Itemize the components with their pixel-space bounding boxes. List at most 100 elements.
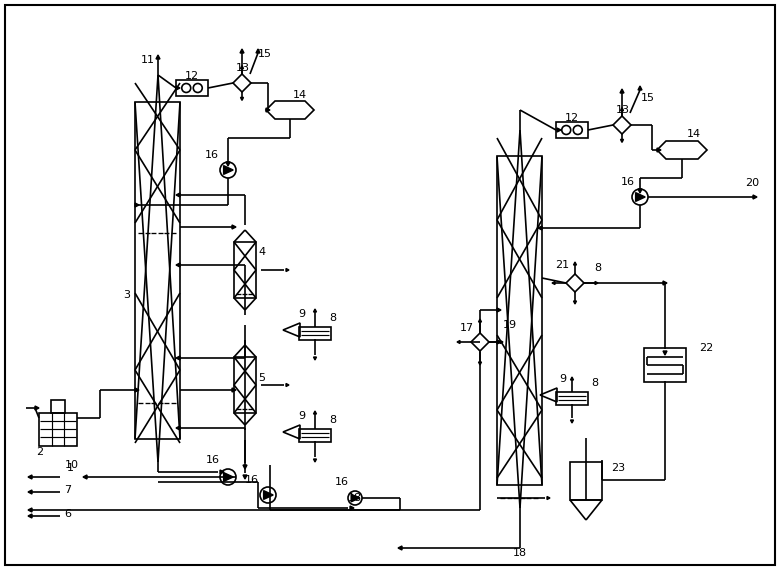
- Polygon shape: [176, 86, 180, 90]
- Bar: [234, 242, 256, 298]
- Polygon shape: [176, 263, 180, 267]
- Bar: [644, 348, 686, 382]
- Text: 13: 13: [616, 105, 630, 115]
- Polygon shape: [176, 356, 180, 360]
- Polygon shape: [224, 473, 233, 482]
- Polygon shape: [497, 308, 501, 312]
- Polygon shape: [28, 490, 32, 494]
- Polygon shape: [351, 494, 360, 502]
- Bar: [299, 429, 331, 442]
- Text: 5: 5: [258, 373, 265, 383]
- Polygon shape: [552, 282, 555, 284]
- Polygon shape: [220, 470, 224, 474]
- Polygon shape: [156, 55, 160, 59]
- Polygon shape: [264, 491, 273, 499]
- Polygon shape: [28, 475, 32, 479]
- Polygon shape: [240, 66, 243, 68]
- Text: 11: 11: [141, 55, 155, 65]
- Polygon shape: [398, 546, 402, 550]
- Bar: [39, 413, 77, 446]
- Polygon shape: [28, 514, 32, 518]
- Polygon shape: [314, 357, 317, 360]
- Text: 12: 12: [185, 71, 199, 81]
- Bar: [234, 357, 256, 413]
- Polygon shape: [135, 203, 139, 207]
- Polygon shape: [256, 49, 260, 53]
- Polygon shape: [636, 193, 645, 201]
- Text: 12: 12: [565, 113, 579, 123]
- Polygon shape: [638, 189, 642, 193]
- Polygon shape: [621, 140, 623, 142]
- Text: 8: 8: [594, 263, 601, 273]
- Polygon shape: [570, 377, 573, 380]
- Polygon shape: [573, 301, 576, 304]
- Polygon shape: [557, 128, 561, 132]
- Polygon shape: [176, 426, 180, 430]
- Polygon shape: [314, 459, 317, 462]
- Bar: [570, 462, 602, 500]
- Polygon shape: [35, 406, 39, 410]
- Polygon shape: [240, 49, 244, 53]
- Text: 21: 21: [555, 260, 569, 270]
- Polygon shape: [595, 282, 598, 284]
- Polygon shape: [457, 340, 460, 344]
- Text: 10: 10: [65, 460, 79, 470]
- Polygon shape: [478, 319, 481, 322]
- Text: 1: 1: [66, 463, 73, 473]
- Polygon shape: [286, 384, 289, 386]
- Text: 9: 9: [299, 309, 306, 319]
- Text: 19: 19: [503, 320, 517, 330]
- Polygon shape: [478, 362, 481, 365]
- Text: 23: 23: [611, 463, 625, 473]
- Bar: [176, 80, 208, 96]
- Text: 8: 8: [329, 313, 336, 323]
- Bar: [556, 392, 588, 405]
- Polygon shape: [753, 195, 757, 199]
- Bar: [51, 400, 65, 413]
- Text: 22: 22: [699, 343, 713, 353]
- Polygon shape: [538, 226, 542, 230]
- Text: 16: 16: [335, 477, 349, 487]
- Polygon shape: [266, 108, 270, 112]
- Text: 14: 14: [293, 90, 307, 100]
- Text: 9: 9: [299, 411, 306, 421]
- Text: 13: 13: [236, 63, 250, 73]
- Polygon shape: [243, 475, 247, 479]
- Polygon shape: [621, 108, 623, 111]
- Text: 20: 20: [745, 178, 759, 188]
- Text: 8: 8: [329, 415, 336, 425]
- Polygon shape: [135, 388, 139, 392]
- Polygon shape: [286, 268, 289, 271]
- Polygon shape: [83, 475, 87, 479]
- Polygon shape: [500, 340, 503, 344]
- Polygon shape: [657, 148, 661, 152]
- Text: 7: 7: [65, 485, 72, 495]
- Bar: [299, 327, 331, 340]
- Text: 15: 15: [641, 93, 655, 103]
- Polygon shape: [573, 262, 576, 265]
- Polygon shape: [28, 508, 32, 512]
- Polygon shape: [243, 465, 247, 469]
- Text: 3: 3: [123, 290, 130, 300]
- Polygon shape: [314, 309, 317, 312]
- Text: 16: 16: [245, 475, 259, 485]
- Text: 18: 18: [348, 493, 362, 503]
- Polygon shape: [226, 162, 230, 166]
- Bar: [135, 102, 180, 439]
- Text: 6: 6: [65, 509, 72, 519]
- Polygon shape: [663, 351, 667, 355]
- Polygon shape: [224, 166, 233, 174]
- Polygon shape: [232, 225, 236, 229]
- Bar: [497, 156, 542, 485]
- Polygon shape: [232, 388, 236, 392]
- Polygon shape: [638, 86, 642, 90]
- Polygon shape: [350, 506, 354, 510]
- Polygon shape: [620, 89, 624, 93]
- Text: 16: 16: [621, 177, 635, 187]
- Polygon shape: [570, 420, 573, 423]
- Polygon shape: [240, 97, 243, 100]
- Polygon shape: [176, 193, 180, 197]
- Text: 16: 16: [205, 150, 219, 160]
- Text: 14: 14: [687, 129, 701, 139]
- Text: 16: 16: [206, 455, 220, 465]
